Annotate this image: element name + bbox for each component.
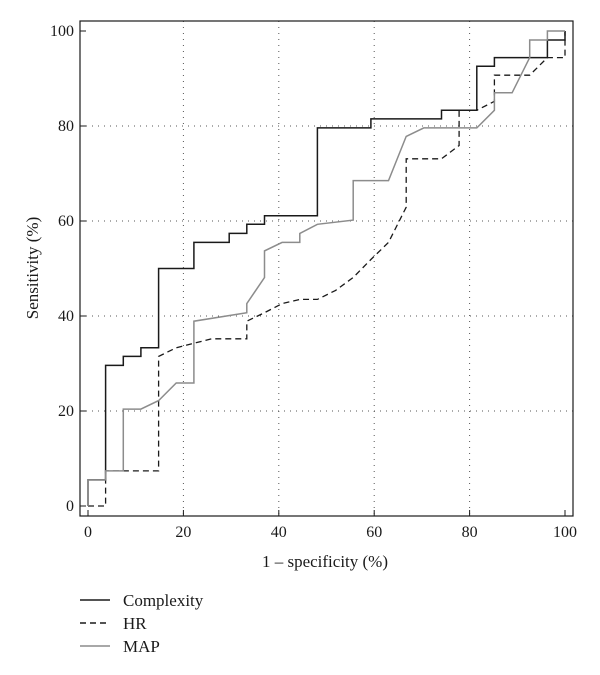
y-tick-label: 80 bbox=[58, 118, 74, 135]
x-tick-label: 0 bbox=[84, 524, 92, 541]
y-tick-label: 0 bbox=[66, 498, 74, 515]
x-tick-label: 60 bbox=[366, 524, 382, 541]
y-tick-label: 100 bbox=[50, 23, 74, 40]
series-line-complexity bbox=[87, 31, 566, 506]
series-line-map bbox=[87, 30, 565, 506]
x-tick-label: 20 bbox=[175, 524, 191, 541]
legend-label-complexity: Complexity bbox=[123, 591, 204, 610]
legend-label-hr: HR bbox=[123, 614, 147, 633]
ticks-layer: 0 20 40 60 80 100 0 20 40 60 80 100 bbox=[50, 23, 577, 541]
x-tick-label: 80 bbox=[462, 524, 478, 541]
series-layer bbox=[87, 30, 566, 507]
x-tick-label: 40 bbox=[271, 524, 287, 541]
grid-layer bbox=[80, 21, 573, 516]
y-tick-label: 20 bbox=[58, 403, 74, 420]
plot-frame bbox=[79, 20, 574, 517]
y-tick-label: 40 bbox=[58, 308, 74, 325]
legend: Complexity HR MAP bbox=[80, 591, 204, 656]
legend-label-map: MAP bbox=[123, 637, 160, 656]
y-axis-title: Sensitivity (%) bbox=[23, 217, 42, 319]
x-tick-label: 100 bbox=[553, 524, 577, 541]
x-axis-title: 1 – specificity (%) bbox=[262, 552, 388, 571]
y-tick-label: 60 bbox=[58, 213, 74, 230]
